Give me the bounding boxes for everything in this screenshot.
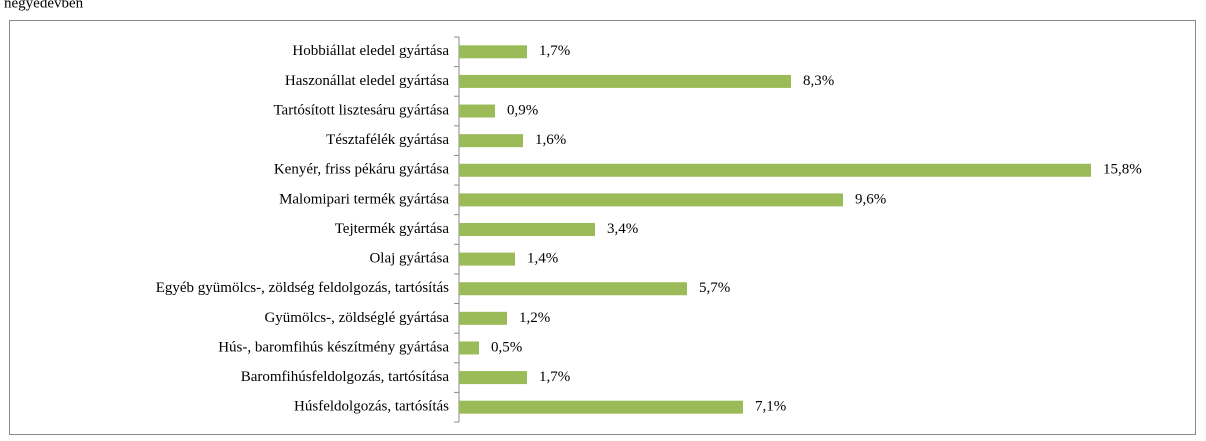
data-label: 0,9% (507, 102, 538, 118)
bar (459, 134, 523, 148)
category-label: Egyéb gyümölcs-, zöldség feldolgozás, ta… (156, 280, 449, 296)
data-label: 1,2% (519, 310, 550, 326)
category-label: Hobbiállat eledel gyártása (292, 43, 449, 59)
bar (459, 104, 495, 118)
bar (459, 74, 791, 88)
bar (459, 400, 743, 414)
category-label: Húsfeldolgozás, tartósítás (294, 399, 449, 415)
bar (459, 193, 843, 207)
bar (459, 371, 527, 385)
data-label: 3,4% (607, 221, 638, 237)
bar (459, 252, 515, 266)
data-label: 15,8% (1103, 162, 1142, 178)
bar (459, 341, 479, 355)
category-label: Kenyér, friss pékáru gyártása (274, 162, 450, 178)
bar (459, 163, 1091, 177)
bar (459, 282, 687, 296)
data-label: 1,4% (527, 251, 558, 267)
category-label: Tejtermék gyártása (335, 221, 450, 237)
category-label: Gyümölcs-, zöldséglé gyártása (264, 310, 449, 326)
category-label: Hús-, baromfihús készítmény gyártása (218, 339, 449, 355)
bar (459, 45, 527, 59)
category-label: Baromfihúsfeldolgozás, tartósítása (241, 369, 450, 385)
data-label: 0,5% (491, 339, 522, 355)
bar (459, 223, 595, 236)
chart-frame (9, 20, 1196, 435)
category-label: Haszonállat eledel gyártása (285, 73, 449, 89)
category-label: Olaj gyártása (369, 251, 449, 267)
data-label: 1,7% (539, 369, 570, 385)
data-label: 8,3% (803, 73, 834, 89)
category-label: Malomipari termék gyártása (279, 191, 449, 207)
data-label: 1,7% (539, 43, 570, 59)
heading: negyedévben (4, 0, 84, 11)
category-label: Tésztafélék gyártása (326, 132, 449, 148)
category-label: Tartósított lisztesáru gyártása (273, 102, 449, 118)
data-label: 1,6% (535, 132, 566, 148)
data-label: 5,7% (699, 280, 730, 296)
data-label: 7,1% (755, 399, 786, 415)
data-label: 9,6% (855, 191, 886, 207)
bar (459, 311, 507, 325)
